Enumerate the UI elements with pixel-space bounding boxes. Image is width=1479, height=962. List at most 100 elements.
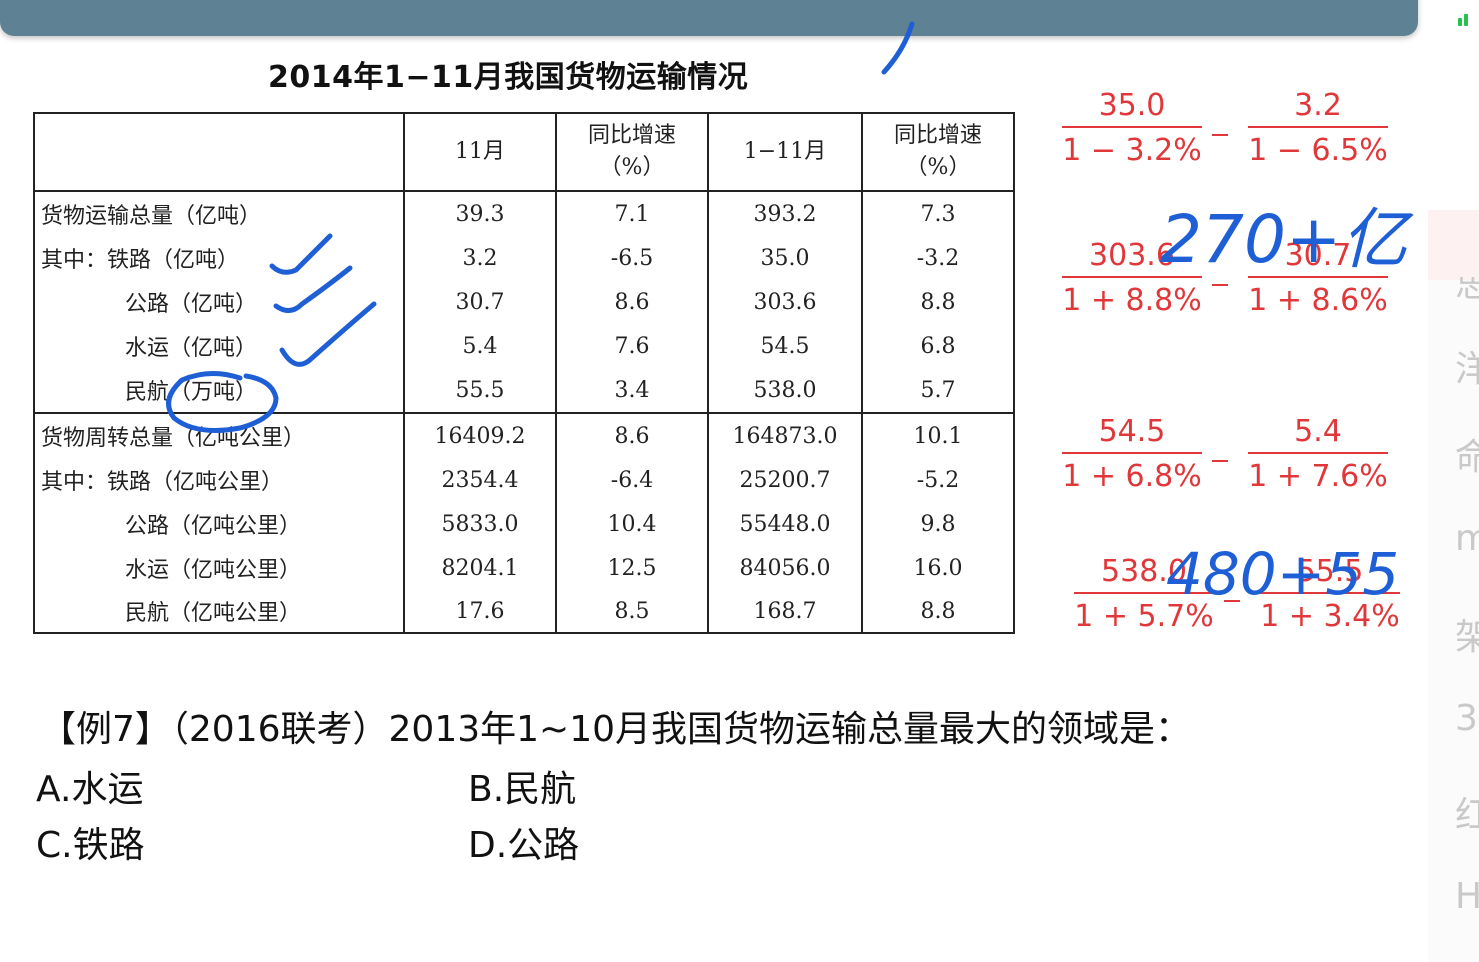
side-glyph-1: 思 (1455, 264, 1479, 305)
table-cell: 2354.4 (403, 458, 557, 502)
table-cell: 10.4 (555, 502, 709, 546)
table-row: 民航（万吨） 55.5 3.4 538.0 5.7 (33, 368, 1015, 413)
table-cell: 8.8 (861, 280, 1015, 324)
table-cell: 8.6 (555, 280, 709, 324)
fraction-denominator: 1 − 3.2% (1062, 133, 1202, 168)
side-glyph-8: H (1455, 876, 1479, 917)
table-cell: -6.4 (555, 458, 709, 502)
table-row: 民航（亿吨公里） 17.6 8.5 168.7 8.8 (33, 590, 1015, 634)
minus-sign (1212, 284, 1228, 286)
table-cell: 8.5 (555, 590, 709, 634)
table-cell: -3.2 (861, 236, 1015, 280)
fraction-numerator: 303.6 (1089, 238, 1175, 273)
freight-table: 11月 同比增速 （%） 1−11月 同比增速 （%） 货物运输总量（亿吨） 39… (33, 112, 1015, 634)
header-cell-growth: 同比增速 （%） (555, 112, 709, 192)
table-cell: 3.4 (555, 368, 709, 413)
table-title: 2014年1−11月我国货物运输情况 (268, 60, 749, 95)
table-row: 其中：铁路（亿吨公里） 2354.4 -6.4 25200.7 -5.2 (33, 458, 1015, 502)
fraction: 3.2 1 − 6.5% (1246, 86, 1390, 174)
table-cell: 168.7 (707, 590, 863, 634)
minus-sign (1224, 600, 1240, 602)
fraction: 54.5 1 + 6.8% (1060, 412, 1204, 500)
table-cell: -5.2 (861, 458, 1015, 502)
table-row: 货物运输总量（亿吨） 39.3 7.1 393.2 7.3 (33, 191, 1015, 236)
table-cell: 8204.1 (403, 546, 557, 590)
minus-sign (1212, 134, 1228, 136)
fraction: 5.4 1 + 7.6% (1246, 412, 1390, 500)
table-cell: 54.5 (707, 324, 863, 368)
table-cell: 5.7 (861, 368, 1015, 413)
row-label: 民航（万吨） (33, 368, 405, 413)
table-cell: -6.5 (555, 236, 709, 280)
fraction-numerator: 55.5 (1296, 554, 1364, 589)
fraction-denominator: 1 − 6.5% (1248, 133, 1388, 168)
side-panel[interactable] (1428, 210, 1479, 962)
header-cell-month: 11月 (403, 112, 557, 192)
fraction-denominator: 1 + 5.7% (1074, 599, 1214, 634)
row-label: 水运（亿吨公里） (33, 546, 405, 590)
fraction-bar (1062, 452, 1202, 454)
fraction-denominator: 1 + 6.8% (1062, 459, 1202, 494)
fraction-denominator: 1 + 8.8% (1062, 283, 1202, 318)
table-cell: 7.6 (555, 324, 709, 368)
fraction-numerator: 538.0 (1101, 554, 1187, 589)
fraction-bar (1248, 126, 1388, 128)
side-panel-highlight (1428, 210, 1479, 280)
option-b[interactable]: B.民航 (468, 769, 577, 810)
table-cell: 8.8 (861, 590, 1015, 634)
table-cell: 35.0 (707, 236, 863, 280)
table-cell: 25200.7 (707, 458, 863, 502)
table-cell: 17.6 (403, 590, 557, 634)
hint-banner: 华图 求既新增：25583.1−20876=2011.5，对应B项，直接排除。【… (0, 0, 1418, 36)
side-glyph-6: 3 (1455, 698, 1478, 739)
table-header-row: 11月 同比增速 （%） 1−11月 同比增速 （%） (33, 112, 1015, 192)
table-cell: 7.1 (555, 191, 709, 236)
fraction-bar (1248, 452, 1388, 454)
option-d[interactable]: D.公路 (468, 825, 580, 866)
option-c[interactable]: C.铁路 (36, 825, 145, 866)
table-cell: 39.3 (403, 191, 557, 236)
row-label: 民航（亿吨公里） (33, 590, 405, 634)
fraction-bar (1260, 592, 1400, 594)
fraction-numerator: 30.7 (1284, 238, 1352, 273)
fraction: 538.0 1 + 5.7% (1072, 552, 1216, 640)
minus-sign (1212, 460, 1228, 462)
table-cell: 55.5 (403, 368, 557, 413)
fraction-denominator: 1 + 7.6% (1248, 459, 1388, 494)
option-a[interactable]: A.水运 (36, 769, 144, 810)
table-cell: 393.2 (707, 191, 863, 236)
row-label: 水运（亿吨） (33, 324, 405, 368)
side-glyph-2: 洋 (1455, 349, 1479, 390)
table-cell: 84056.0 (707, 546, 863, 590)
table-cell: 3.2 (403, 236, 557, 280)
side-glyph-7: 红 (1455, 795, 1479, 836)
table-cell: 6.8 (861, 324, 1015, 368)
table-cell: 5.4 (403, 324, 557, 368)
table-row: 公路（亿吨公里） 5833.0 10.4 55448.0 9.8 (33, 502, 1015, 546)
header-cell-cumulative: 1−11月 (707, 112, 863, 192)
table-cell: 538.0 (707, 368, 863, 413)
table-cell: 303.6 (707, 280, 863, 324)
fraction-bar (1062, 276, 1202, 278)
header-cell-growth-cumulative: 同比增速 （%） (861, 112, 1015, 192)
table-cell: 10.1 (861, 412, 1015, 458)
side-glyph-5: 架 (1455, 617, 1479, 658)
table-row: 水运（亿吨公里） 8204.1 12.5 84056.0 16.0 (33, 546, 1015, 590)
fraction-bar (1062, 126, 1202, 128)
signal-icon (1456, 12, 1474, 26)
fraction-numerator: 5.4 (1294, 414, 1342, 449)
table-cell: 9.8 (861, 502, 1015, 546)
table-row: 其中：铁路（亿吨） 3.2 -6.5 35.0 -3.2 (33, 236, 1015, 280)
table-row: 水运（亿吨） 5.4 7.6 54.5 6.8 (33, 324, 1015, 368)
table-cell: 30.7 (403, 280, 557, 324)
table-cell: 55448.0 (707, 502, 863, 546)
fraction: 35.0 1 − 3.2% (1060, 86, 1204, 174)
fraction: 303.6 1 + 8.8% (1060, 236, 1204, 324)
table-cell: 8.6 (555, 412, 709, 458)
fraction: 30.7 1 + 8.6% (1246, 236, 1390, 324)
table-row: 公路（亿吨） 30.7 8.6 303.6 8.8 (33, 280, 1015, 324)
table-row: 货物周转总量（亿吨公里） 16409.2 8.6 164873.0 10.1 (33, 412, 1015, 458)
table-cell: 12.5 (555, 546, 709, 590)
table-cell: 16409.2 (403, 412, 557, 458)
row-label: 其中：铁路（亿吨公里） (33, 458, 405, 502)
